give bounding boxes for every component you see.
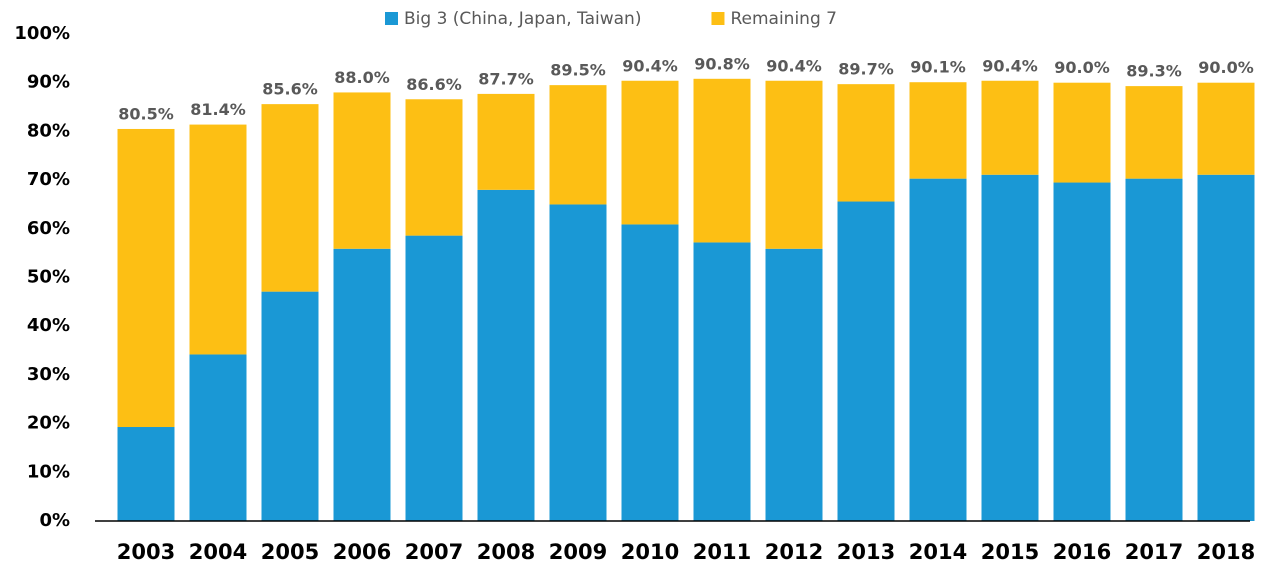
- total-label: 87.7%: [478, 69, 534, 88]
- y-tick-label: 20%: [27, 413, 70, 434]
- bar-segment: [477, 93, 535, 190]
- total-label: 90.0%: [1054, 58, 1110, 77]
- x-tick-label: 2010: [621, 540, 679, 564]
- bar-segment: [1197, 82, 1255, 175]
- bar-segment: [621, 80, 679, 225]
- total-label: 81.4%: [190, 100, 246, 119]
- x-tick-label: 2018: [1197, 540, 1255, 564]
- y-tick-label: 30%: [27, 364, 70, 385]
- bar-segment: [333, 92, 391, 249]
- x-tick-label: 2015: [981, 540, 1039, 564]
- total-label: 80.5%: [118, 104, 174, 123]
- total-label: 85.6%: [262, 80, 318, 99]
- bar-segment: [189, 124, 247, 355]
- total-label: 90.4%: [622, 56, 678, 75]
- bar-segment: [189, 354, 247, 521]
- x-tick-label: 2005: [261, 540, 319, 564]
- bar-segment: [621, 224, 679, 522]
- x-tick-label: 2017: [1125, 540, 1183, 564]
- bar-segment: [693, 78, 751, 243]
- total-label: 90.1%: [910, 58, 966, 77]
- y-tick-label: 40%: [27, 315, 70, 336]
- total-label: 90.4%: [982, 56, 1038, 75]
- y-tick-label: 50%: [27, 267, 70, 288]
- bar-segment: [765, 248, 823, 521]
- total-label: 90.0%: [1198, 58, 1254, 77]
- bar-segment: [549, 204, 607, 521]
- x-tick-label: 2006: [333, 540, 391, 564]
- bar-segment: [405, 99, 463, 236]
- x-tick-label: 2013: [837, 540, 895, 564]
- bar-segment: [981, 174, 1039, 522]
- bar-segment: [477, 189, 535, 521]
- bar-segment: [765, 80, 823, 249]
- bar-segment: [261, 291, 319, 521]
- total-label: 89.5%: [550, 61, 606, 80]
- legend-swatch: [711, 12, 725, 25]
- bar-segment: [837, 84, 895, 202]
- x-tick-label: 2014: [909, 540, 967, 564]
- total-label: 90.4%: [766, 56, 822, 75]
- x-tick-label: 2016: [1053, 540, 1111, 564]
- x-tick-label: 2004: [189, 540, 247, 564]
- total-label: 89.7%: [838, 60, 894, 79]
- bar-segment: [837, 201, 895, 521]
- bar-segment: [909, 82, 967, 179]
- bar-segment: [1125, 86, 1183, 179]
- y-tick-label: 0%: [39, 510, 70, 531]
- total-label: 89.3%: [1126, 62, 1182, 81]
- bar-segment: [1197, 174, 1255, 522]
- bar-segment: [693, 242, 751, 521]
- bar-segment: [261, 104, 319, 292]
- bar-segment: [117, 427, 175, 521]
- y-tick-label: 90%: [27, 72, 70, 93]
- y-tick-label: 70%: [27, 169, 70, 190]
- y-tick-label: 80%: [27, 120, 70, 141]
- y-tick-label: 60%: [27, 218, 70, 239]
- bar-segment: [405, 235, 463, 522]
- bar-segment: [1053, 182, 1111, 521]
- total-label: 88.0%: [334, 68, 390, 87]
- bar-segment: [1125, 178, 1183, 521]
- legend-label: Big 3 (China, Japan, Taiwan): [404, 9, 641, 29]
- bar-segment: [1053, 82, 1111, 183]
- x-tick-label: 2011: [693, 540, 751, 564]
- y-tick-label: 10%: [27, 461, 70, 482]
- x-tick-label: 2008: [477, 540, 535, 564]
- legend-swatch: [385, 12, 398, 25]
- bar-segment: [549, 85, 607, 205]
- x-tick-label: 2009: [549, 540, 607, 564]
- x-tick-label: 2012: [765, 540, 823, 564]
- bar-segment: [333, 248, 391, 521]
- legend-label: Remaining 7: [730, 9, 837, 29]
- total-label: 90.8%: [694, 54, 750, 73]
- y-tick-label: 100%: [14, 23, 70, 44]
- total-label: 86.6%: [406, 75, 462, 94]
- bar-segment: [981, 80, 1039, 175]
- x-tick-label: 2007: [405, 540, 463, 564]
- bar-segment: [117, 128, 175, 428]
- x-tick-label: 2003: [117, 540, 175, 564]
- bar-segment: [909, 178, 967, 521]
